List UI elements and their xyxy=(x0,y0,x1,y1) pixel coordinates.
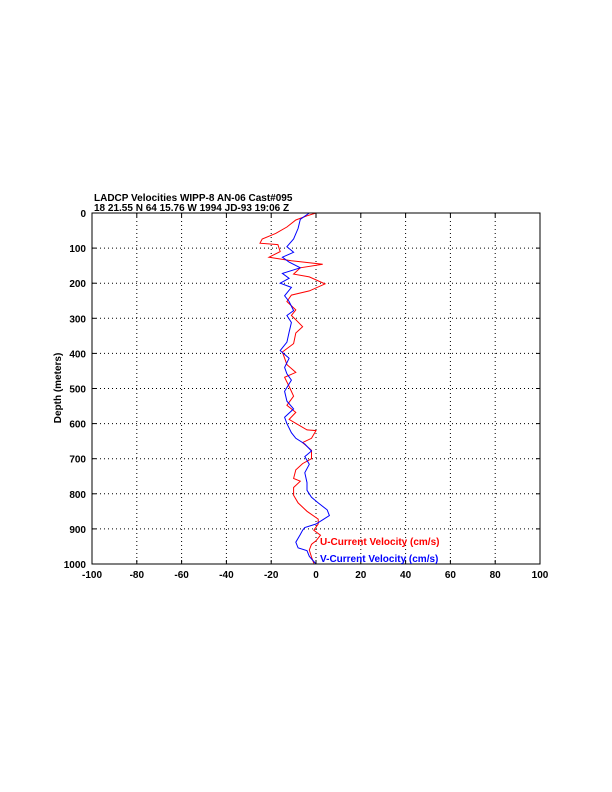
x-axis-tick-labels: -100 -80 -60 -40 -20 0 20 40 60 80 100 xyxy=(82,570,549,581)
x-tick-label: 0 xyxy=(313,570,319,581)
chart-subtitle: 18 21.55 N 64 15.76 W 1994 JD-93 19:06 Z xyxy=(94,203,289,214)
series-line-v-velocity xyxy=(279,212,331,565)
x-tick-label: 60 xyxy=(445,570,457,581)
series-lines xyxy=(259,212,331,565)
y-tick-label: 900 xyxy=(69,525,86,536)
y-tick-label: 800 xyxy=(69,490,86,501)
y-tick-label: 0 xyxy=(80,209,86,220)
x-tick-label: -100 xyxy=(82,570,102,581)
y-tick-label: 100 xyxy=(69,244,86,255)
legend: U-Current Velocity (cm/s) V-Current Veloc… xyxy=(320,537,439,565)
series-line-u-velocity xyxy=(259,212,327,564)
y-tick-label: 300 xyxy=(69,314,86,325)
x-tick-label: -60 xyxy=(174,570,189,581)
legend-entry-u-velocity: U-Current Velocity (cm/s) xyxy=(320,537,439,548)
x-tick-label: 100 xyxy=(532,570,549,581)
x-tick-label: -40 xyxy=(219,570,234,581)
x-tick-label: 40 xyxy=(400,570,412,581)
y-tick-label: 1000 xyxy=(64,560,87,571)
chart-title: LADCP Velocities WIPP-8 AN-06 Cast#095 xyxy=(94,193,293,204)
x-tick-label: 80 xyxy=(490,570,502,581)
y-axis-label: Depth (meters) xyxy=(53,353,64,424)
legend-entry-v-velocity: V-Current Velocity (cm/s) xyxy=(320,554,438,565)
grid-lines xyxy=(92,213,540,564)
y-tick-label: 700 xyxy=(69,455,86,466)
x-tick-label: -80 xyxy=(130,570,145,581)
y-axis-tick-labels: 0 100 200 300 400 500 600 700 800 900 1000 xyxy=(64,209,87,571)
x-tick-label: 20 xyxy=(355,570,367,581)
y-tick-label: 400 xyxy=(69,349,86,360)
x-tick-label: -20 xyxy=(264,570,279,581)
y-tick-label: 600 xyxy=(69,420,86,431)
y-tick-label: 500 xyxy=(69,385,86,396)
y-tick-label: 200 xyxy=(69,279,86,290)
tick-marks xyxy=(91,212,541,565)
